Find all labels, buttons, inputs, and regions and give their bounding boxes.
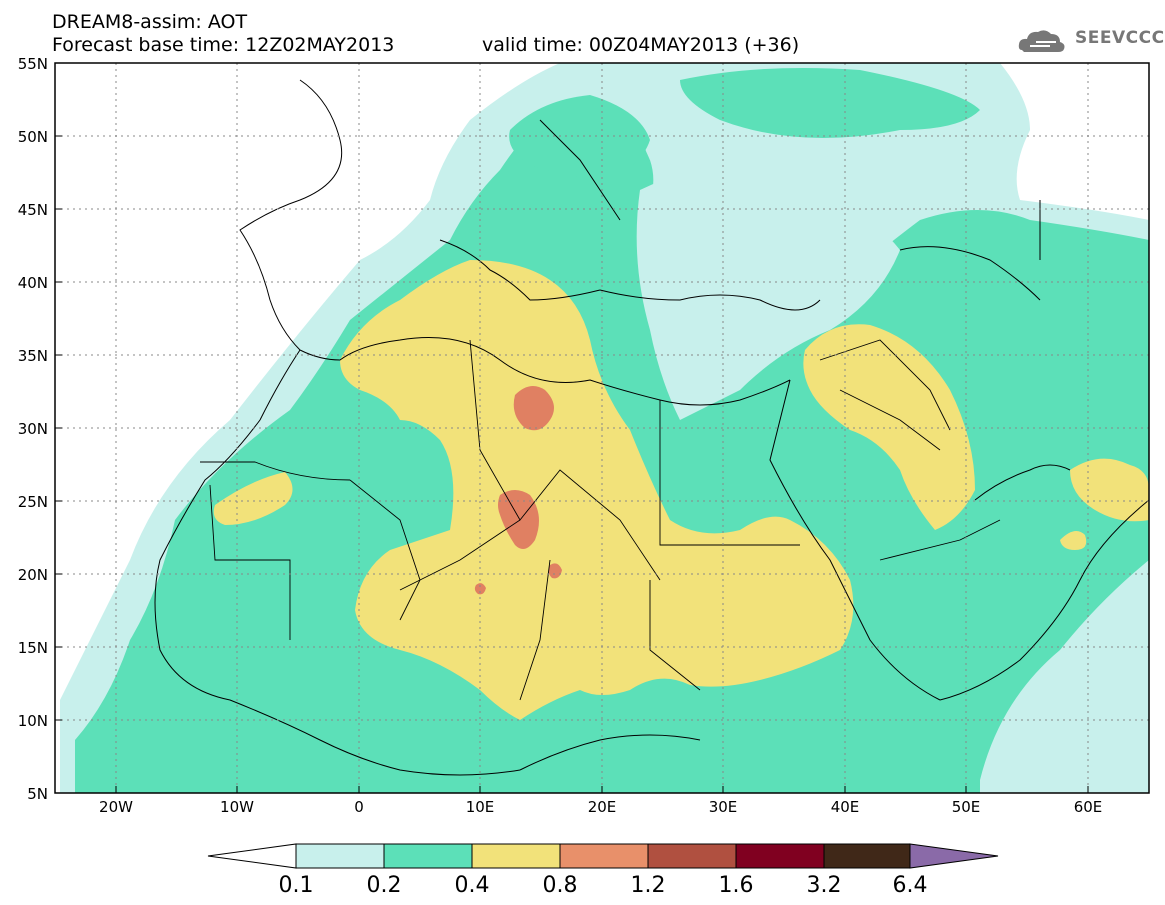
x-tick-label: 40E: [831, 798, 860, 816]
colorbar-label: 0.2: [367, 873, 402, 898]
colorbar-label: 1.2: [631, 873, 666, 898]
aot-field-0.2-europe: [509, 95, 650, 180]
y-tick-label: 55N: [18, 55, 48, 73]
y-tick-label: 25N: [18, 493, 48, 511]
y-tick-label: 35N: [18, 347, 48, 365]
colorbar-swatch: [471, 843, 561, 869]
x-tick-label: 50E: [952, 798, 981, 816]
aot-field-0.8-small1: [548, 563, 562, 579]
aot-field-0.4-oman: [1060, 531, 1087, 550]
colorbar-swatch: [647, 843, 737, 869]
aot-field-0.8-libya: [513, 386, 554, 431]
colorbar-swatch: [735, 843, 825, 869]
logo-text: SEEVCCC: [1075, 28, 1165, 48]
x-tick-label: 20E: [588, 798, 617, 816]
cloud-logo-icon: [1018, 30, 1065, 52]
x-tick-label: 10W: [220, 798, 254, 816]
aot-field-0.4-arabia: [803, 324, 975, 530]
tick-marks: [55, 135, 1089, 793]
map-title: DREAM8-assim: AOT: [52, 11, 248, 33]
aot-field-0.8-chad: [498, 490, 539, 549]
y-tick-label: 50N: [18, 128, 48, 146]
colorbar-swatch: [823, 843, 911, 869]
forecast-base-time: Forecast base time: 12Z02MAY2013: [52, 34, 395, 56]
valid-time: valid time: 00Z04MAY2013 (+36): [482, 34, 800, 56]
y-tick-label: 45N: [18, 201, 48, 219]
aot-field-0.4-west: [213, 472, 293, 525]
colorbar-label: 0.8: [543, 873, 578, 898]
aot-field-0.1-east-med: [636, 167, 900, 420]
aot-field-0.2-russia: [680, 67, 980, 138]
y-tick-label: 10N: [18, 712, 48, 730]
colorbar-swatch: [559, 843, 649, 869]
x-tick-label: 20W: [99, 798, 133, 816]
aot-field-0.4: [340, 260, 854, 720]
colorbar-swatch: [383, 843, 473, 869]
gridlines: [55, 63, 1149, 793]
colorbar: 0.1 0.2 0.4 0.8 1.2 1.6 3.2 6.4: [207, 843, 999, 898]
y-tick-label: 40N: [18, 274, 48, 292]
country-borders: [200, 339, 1001, 701]
colorbar-high-arrow: [909, 843, 999, 869]
colorbar-label: 0.4: [455, 873, 490, 898]
y-tick-label: 5N: [27, 785, 48, 803]
aot-field-0.4-gulf: [1070, 458, 1149, 522]
x-tick-label: 30E: [709, 798, 738, 816]
aot-field-0.8-small2: [474, 583, 486, 595]
x-axis-labels: 20W 10W 0 10E 20E 30E 40E 50E 60E: [99, 798, 1102, 816]
y-tick-label: 30N: [18, 420, 48, 438]
colorbar-low-arrow: [207, 843, 297, 869]
colorbar-label: 0.1: [279, 873, 314, 898]
colorbar-swatch: [295, 843, 385, 869]
x-tick-label: 10E: [466, 798, 495, 816]
y-tick-label: 15N: [18, 639, 48, 657]
colorbar-label: 1.6: [719, 873, 754, 898]
y-tick-label: 20N: [18, 566, 48, 584]
x-tick-label: 0: [354, 798, 364, 816]
coastlines: [154, 79, 1149, 776]
x-tick-label: 60E: [1074, 798, 1103, 816]
y-axis-labels: 55N 50N 45N 40N 35N 30N 25N 20N 15N 10N …: [18, 55, 48, 803]
colorbar-label: 3.2: [807, 873, 842, 898]
colorbar-label: 6.4: [893, 873, 928, 898]
